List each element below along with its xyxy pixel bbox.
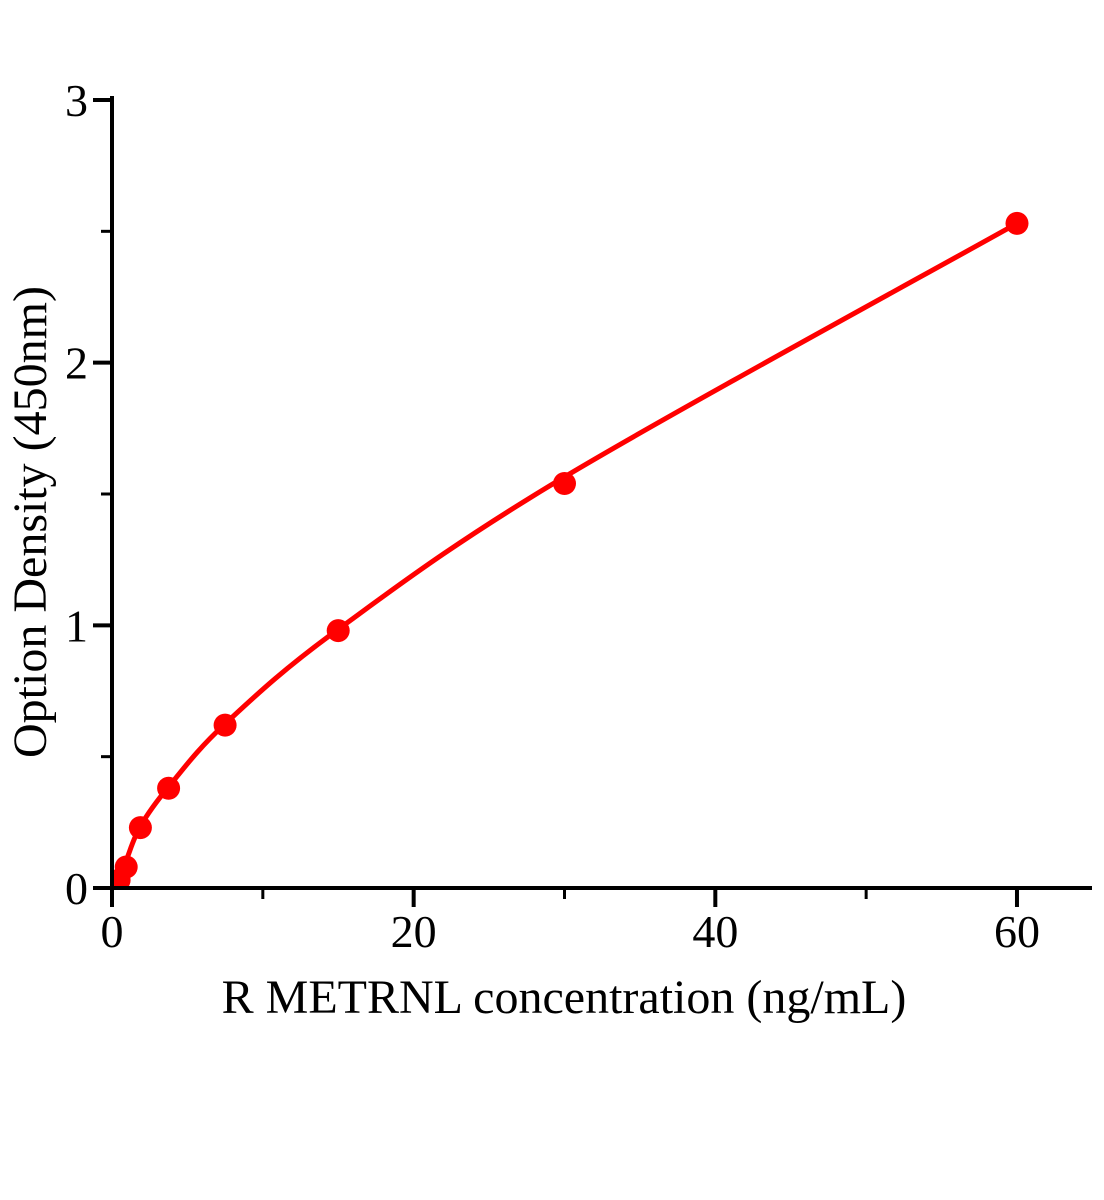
x-axis-title: R METRNL concentration (ng/mL): [222, 971, 907, 1024]
data-point: [213, 713, 237, 737]
x-tick-label: 20: [391, 906, 437, 957]
axes-group: 0 20 40 60 0 1 2 3 R METRNL concentration (ng/mL…: [4, 75, 1092, 1024]
data-point: [128, 816, 152, 840]
y-tick-label: 1: [65, 600, 88, 651]
standard-curve-line: [112, 220, 1020, 888]
data-point: [326, 619, 350, 643]
data-point: [553, 472, 576, 495]
x-tick-label: 40: [692, 906, 738, 957]
x-tick-label: 60: [994, 906, 1040, 957]
y-tick-label: 3: [65, 75, 88, 126]
y-tick-label: 0: [65, 863, 88, 914]
y-tick-label: 2: [65, 338, 88, 389]
y-axis-title: Option Density (450nm): [4, 286, 57, 758]
data-point: [157, 776, 181, 800]
x-tick-label: 0: [101, 906, 124, 957]
data-point: [1005, 211, 1029, 235]
data-point: [114, 855, 138, 879]
series-group: [112, 211, 1029, 888]
